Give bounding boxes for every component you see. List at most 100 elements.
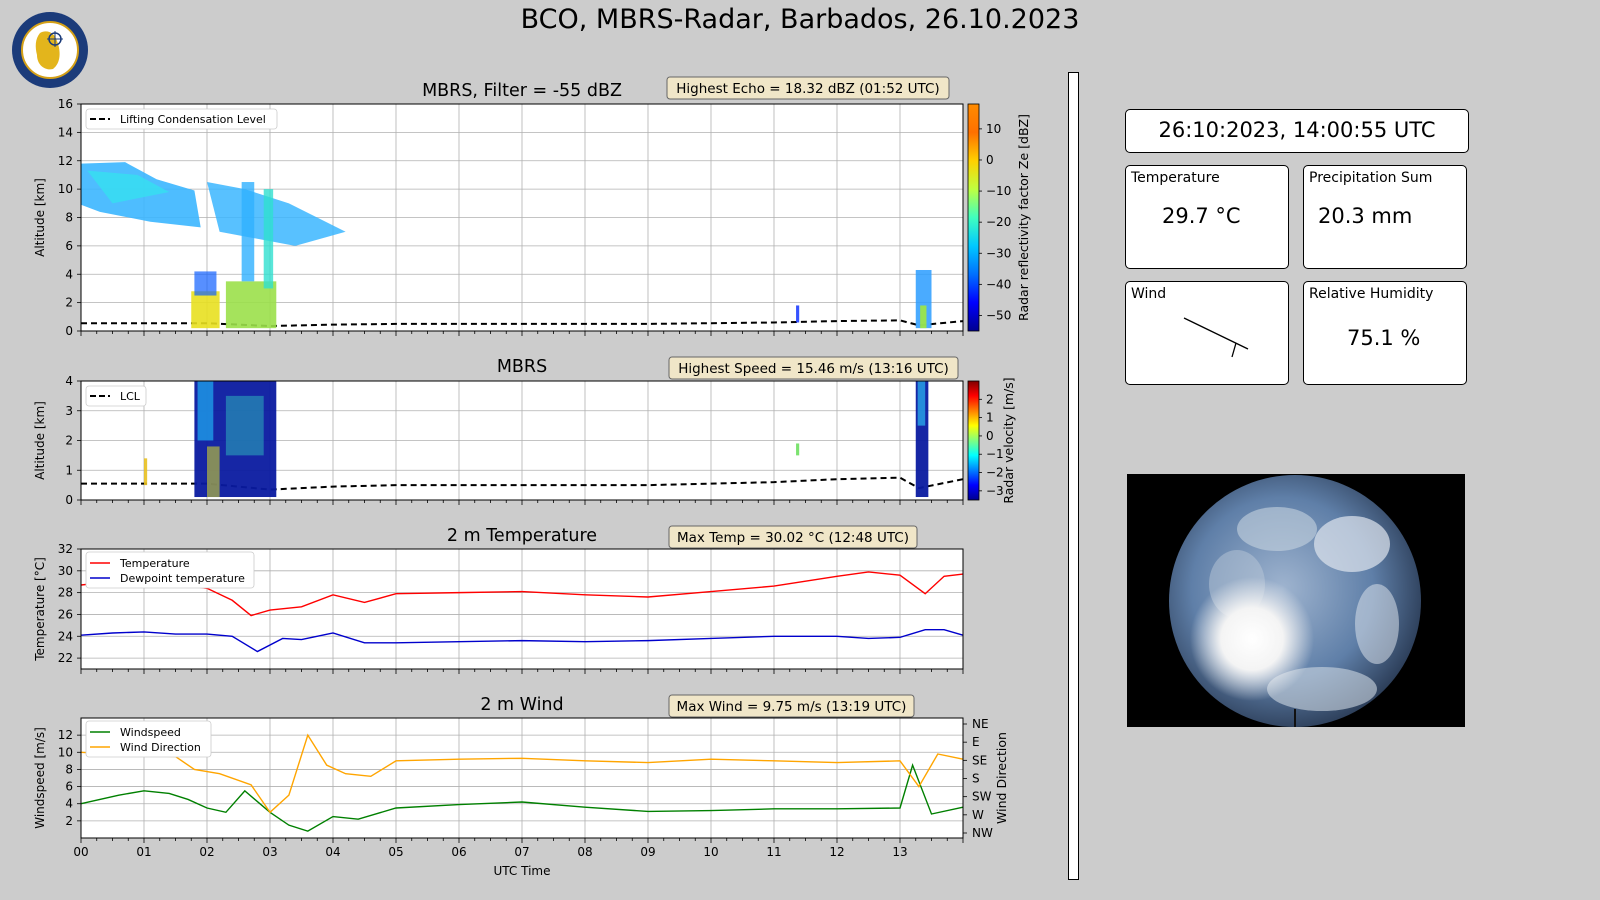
page-title: BCO, MBRS-Radar, Barbados, 26.10.2023 [520,4,1080,35]
humidity-card-value: 75.1 % [1347,326,1421,350]
velocity-echoes [144,381,929,498]
y-tick-label: 0 [65,324,73,338]
velocity-badge [668,356,959,380]
reflectivity-badge [666,76,950,100]
x-tick-label: 04 [325,845,340,859]
x-tick-label: 06 [451,845,466,859]
legend-entry: Wind Direction [120,741,201,754]
y-tick-label: 4 [65,374,73,388]
velocity-colorbar [967,380,980,501]
temperature-title: 2 m Temperature [447,526,597,546]
y-tick-label: 2 [65,434,73,448]
precipitation-card: Precipitation Sum 20.3 mm [1303,165,1467,269]
series-line-dewpoint-temperature [80,629,964,653]
humidity-card-label: Relative Humidity [1309,286,1434,302]
colorbar-tick-label: −1 [986,447,1004,461]
wind-card-label: Wind [1131,286,1167,302]
wind-y2label: Wind Direction [994,732,1009,824]
temperature-card: Temperature 29.7 °C [1125,165,1289,269]
legend-entry: Windspeed [120,726,181,739]
precipitation-card-label: Precipitation Sum [1309,170,1433,186]
legend-box [85,720,212,758]
reflectivity-title: MBRS, Filter = -55 dBZ [422,81,622,101]
y-tick-label: 0 [65,493,73,507]
wind-title: 2 m Wind [480,695,563,715]
colorbar-tick-label: −30 [986,246,1011,260]
reflectivity-colorbar-label: Radar reflectivity factor Ze [dBZ] [1016,114,1031,321]
y-tick-label: 28 [58,586,73,600]
y-tick-label: 4 [65,267,73,281]
velocity-badge-text: Highest Speed = 15.46 m/s (13:16 UTC) [678,361,949,377]
wind-barb-icon [1183,317,1249,358]
lcl-line [81,476,964,491]
x-tick-label: 13 [892,845,907,859]
echo-cell [144,458,148,486]
echo-cell [207,446,220,498]
y2-tick-label: E [972,735,980,749]
temperature-badge [668,525,918,549]
echo-cell [263,189,274,289]
colorbar-tick-label: −40 [986,277,1011,291]
echo-cell [194,271,217,296]
y2-tick-label: SW [972,790,992,804]
bco-logo [12,12,88,88]
x-tick-label: 07 [514,845,529,859]
reflectivity-frame [80,103,964,332]
y-tick-label: 2 [65,814,73,828]
y-tick-label: 2 [65,296,73,310]
y-tick-label: 30 [58,564,73,578]
x-tick-label: 00 [73,845,88,859]
wind-frame [80,717,964,839]
x-tick-label: 05 [388,845,403,859]
x-tick-label: 11 [766,845,781,859]
colorbar-tick-label: 0 [986,429,994,443]
colorbar-tick-label: −10 [986,184,1011,198]
y-tick-label: 8 [65,211,73,225]
y-tick-label: 6 [65,239,73,253]
all-sky-camera-image [1127,474,1465,727]
x-tick-label: 03 [262,845,277,859]
y-tick-label: 22 [58,651,73,665]
temperature-ylabel: Temperature [°C] [33,557,47,662]
y-tick-label: 10 [58,182,73,196]
y-tick-label: 8 [65,762,73,776]
legend-entry: LCL [120,390,141,403]
echo-cell [796,443,800,456]
legend-box [85,108,278,130]
y-tick-label: 24 [58,629,73,643]
echo-cell [225,281,277,329]
temperature-card-value: 29.7 °C [1162,204,1241,228]
echo-cell [915,269,932,329]
echo-cell [796,305,800,323]
humidity-card: Relative Humidity 75.1 % [1303,281,1467,385]
echo-cell [917,381,926,426]
colorbar-tick-label: 1 [986,411,994,425]
x-axis-label: UTC Time [494,864,551,878]
y2-tick-label: S [972,772,980,786]
reflectivity-badge-text: Highest Echo = 18.32 dBZ (01:52 UTC) [676,81,939,97]
colorbar-tick-label: 0 [986,153,994,167]
wind-card: Wind [1125,281,1289,385]
precipitation-card-value: 20.3 mm [1318,204,1413,228]
x-tick-label: 09 [640,845,655,859]
velocity-ylabel: Altitude [km] [33,401,47,480]
echo-cell [197,381,214,441]
colorbar-tick-label: −50 [986,308,1011,322]
echo-cell [241,182,255,282]
velocity-frame [80,380,964,501]
datetime-card: 26:10:2023, 14:00:55 UTC [1125,109,1469,153]
legend-box [85,551,255,589]
reflectivity-ylabel: Altitude [km] [33,178,47,257]
y2-tick-label: SE [972,753,987,767]
reflectivity-echoes [81,162,932,329]
colorbar-tick-label: −20 [986,215,1011,229]
colorbar-tick-label: −2 [986,466,1004,480]
x-tick-label: 02 [199,845,214,859]
echo-cell [920,305,927,329]
legend-entry: Temperature [119,557,190,570]
temperature-frame [80,548,964,670]
temperature-badge-text: Max Temp = 30.02 °C (12:48 UTC) [677,530,909,546]
y-tick-label: 26 [58,607,73,621]
y2-tick-label: NE [972,717,989,731]
